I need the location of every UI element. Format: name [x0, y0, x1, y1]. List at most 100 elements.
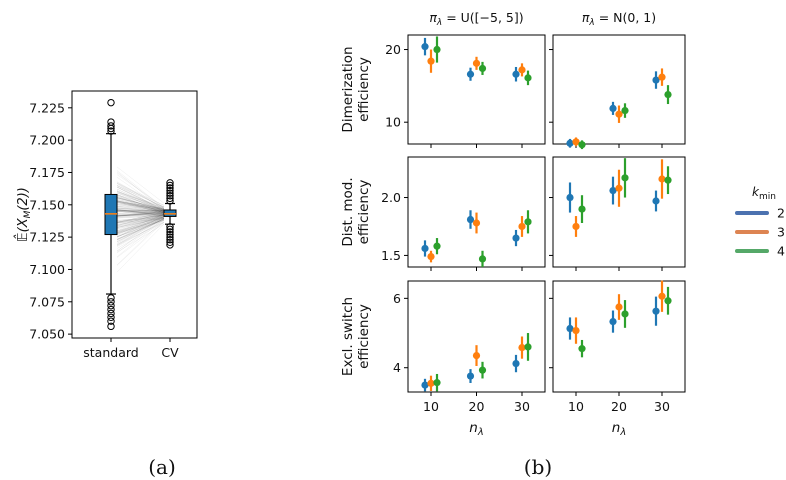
paired-line [116, 211, 165, 214]
paired-line [116, 211, 165, 223]
point-k2 [609, 317, 617, 326]
point-k3 [658, 175, 666, 183]
flier-point [166, 179, 174, 187]
paired-line [116, 186, 165, 213]
paired-line [116, 213, 165, 216]
panel-b-scatter-grid: πλ = U([−5, 5]) πλ = N(0, 1) Dimerizatione… [340, 10, 785, 438]
paired-line [116, 209, 165, 212]
paired-line [116, 206, 165, 212]
paired-line [116, 218, 165, 223]
point-k3 [427, 252, 435, 261]
flier-point [166, 197, 174, 205]
paired-line [116, 214, 165, 224]
paired-line [116, 200, 165, 214]
paired-line [116, 207, 165, 215]
paired-line [116, 217, 165, 234]
paired-line [116, 194, 165, 214]
point-k3 [658, 73, 666, 81]
paired-line [116, 210, 165, 212]
paired-line [116, 200, 165, 212]
paired-line [116, 185, 165, 208]
flier-point [166, 236, 174, 244]
point-k2 [652, 307, 660, 315]
paired-line [116, 218, 165, 242]
paired-line [116, 188, 165, 211]
paired-line [116, 216, 165, 240]
paired-line [116, 218, 165, 224]
subplot-r1-c0: 1.5 2.0 [381, 156, 546, 271]
flier-point [166, 181, 174, 190]
flier-point [107, 122, 115, 130]
point-k2 [466, 215, 475, 224]
flier-point [107, 313, 115, 322]
paired-line [116, 212, 165, 223]
paired-line [116, 217, 165, 222]
paired-line [116, 214, 165, 244]
paired-line [116, 209, 165, 214]
ytick-label: 6 [393, 291, 401, 306]
paired-line [116, 218, 165, 225]
paired-line [116, 209, 165, 216]
paired-line [116, 211, 165, 217]
point-k4 [524, 74, 532, 82]
paired-line [116, 197, 165, 210]
point-k4 [621, 310, 629, 318]
paired-line [116, 187, 165, 210]
flier-point [166, 238, 174, 247]
paired-line [116, 194, 165, 209]
paired-line [116, 200, 165, 209]
paired-line [116, 197, 165, 211]
paired-line [116, 185, 165, 212]
subplot-frame [407, 34, 546, 145]
paired-line [116, 210, 165, 217]
paired-line [116, 209, 165, 217]
ytick-label: 20 [385, 42, 401, 57]
paired-line [116, 220, 165, 235]
ytick-label: 1.5 [381, 248, 401, 263]
paired-line [116, 192, 165, 212]
paired-line [116, 213, 165, 229]
point-k4 [524, 218, 532, 226]
xtick-label: 30 [654, 399, 670, 414]
paired-line [116, 210, 165, 216]
paired-line [116, 212, 165, 217]
paired-line [116, 216, 165, 221]
point-k3 [427, 379, 435, 387]
paired-line [116, 216, 165, 222]
paired-line [116, 200, 165, 210]
paired-line [116, 211, 165, 215]
paired-line [116, 216, 165, 246]
paired-line [116, 216, 165, 224]
paired-line [116, 197, 165, 209]
paired-line [116, 218, 165, 257]
paired-line [116, 219, 165, 266]
paired-line [116, 210, 165, 213]
paired-line [116, 198, 165, 213]
paired-line [116, 200, 165, 210]
paired-line [116, 216, 165, 238]
paired-line [116, 220, 165, 240]
paired-line [116, 217, 165, 232]
subplot-frame [407, 280, 546, 393]
paired-line [116, 220, 165, 247]
paired-line [116, 214, 165, 232]
paired-line [116, 181, 165, 209]
point-k4 [664, 176, 672, 184]
paired-line [116, 217, 165, 230]
paired-line [116, 203, 165, 210]
point-k2 [421, 381, 429, 389]
paired-line [116, 216, 165, 229]
ytick-label-a: 7.100 [29, 262, 65, 277]
paired-line [116, 222, 165, 258]
paired-line [116, 206, 165, 215]
point-k2 [652, 197, 660, 205]
paired-line [116, 197, 165, 210]
ytick-label-a: 7.050 [29, 327, 65, 342]
paired-line [116, 214, 165, 233]
legend-label-2: 2 [777, 206, 785, 221]
paired-line [116, 219, 165, 240]
paired-line [116, 208, 165, 212]
flier-point [107, 298, 115, 306]
paired-line [116, 218, 165, 233]
paired-line [116, 194, 165, 214]
